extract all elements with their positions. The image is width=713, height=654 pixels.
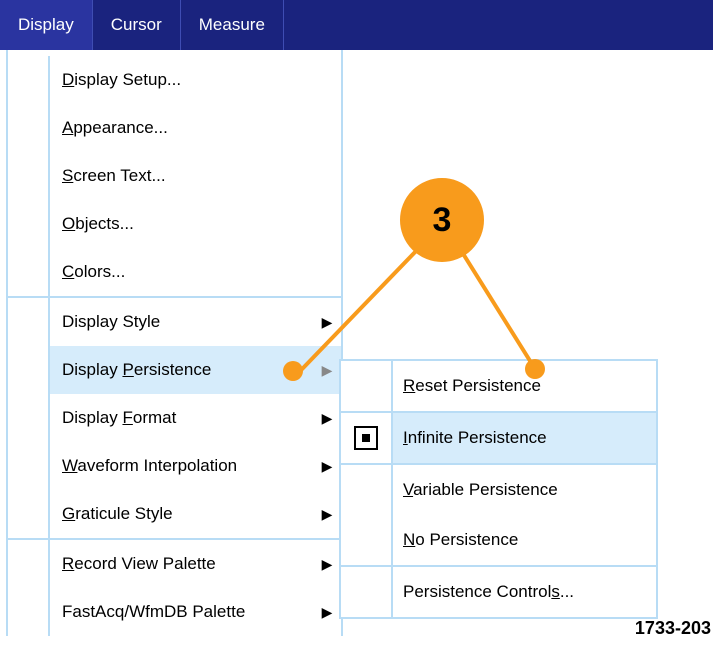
- menu-truncated: [284, 0, 320, 50]
- submenu-arrow-icon: ▶: [313, 410, 341, 427]
- menu-fastacq-palette[interactable]: FastAcq/WfmDB Palette▶: [8, 588, 341, 636]
- gutter: [8, 442, 50, 490]
- menu-item-label: Waveform Interpolation: [50, 456, 313, 476]
- menu-item-label: Objects...: [50, 214, 341, 234]
- menu-appearance[interactable]: Appearance...: [8, 104, 341, 152]
- callout-dot: [525, 359, 545, 379]
- submenu-infinite-persistence[interactable]: Infinite Persistence: [341, 413, 656, 463]
- menu-screen-text[interactable]: Screen Text...: [8, 152, 341, 200]
- submenu-variable-persistence[interactable]: Variable Persistence: [341, 465, 656, 515]
- gutter: [8, 346, 50, 394]
- gutter: [8, 490, 50, 538]
- submenu-item-label: No Persistence: [393, 515, 656, 565]
- menu-graticule-style[interactable]: Graticule Style▶: [8, 490, 341, 538]
- menu-measure-label: Measure: [199, 15, 265, 35]
- menu-measure[interactable]: Measure: [181, 0, 284, 50]
- menu-item-label: Display Format: [50, 408, 313, 428]
- menu-item-label: Appearance...: [50, 118, 341, 138]
- gutter: [341, 515, 393, 565]
- menu-item-label: FastAcq/WfmDB Palette: [50, 602, 313, 622]
- menu-item-label: Display Persistence: [50, 360, 313, 380]
- submenu-no-persistence[interactable]: No Persistence: [341, 515, 656, 565]
- menu-objects[interactable]: Objects...: [8, 200, 341, 248]
- submenu-arrow-icon: ▶: [313, 458, 341, 475]
- gutter: [8, 540, 50, 588]
- gutter: [8, 56, 50, 104]
- menu-item-label: Display Setup...: [50, 70, 341, 90]
- menu-item-label: Display Style: [50, 312, 313, 332]
- gutter: [8, 394, 50, 442]
- submenu-item-label: Persistence Controls...: [393, 567, 656, 617]
- callout-badge: 3: [400, 178, 484, 262]
- submenu-persistence-controls[interactable]: Persistence Controls...: [341, 567, 656, 617]
- submenu-arrow-icon: ▶: [313, 556, 341, 573]
- gutter: [341, 465, 393, 515]
- gutter: [341, 567, 393, 617]
- menu-item-label: Colors...: [50, 262, 341, 282]
- menu-waveform-interpolation[interactable]: Waveform Interpolation▶: [8, 442, 341, 490]
- gutter: [341, 361, 393, 411]
- gutter: [8, 152, 50, 200]
- menu-cursor[interactable]: Cursor: [93, 0, 181, 50]
- menu-item-label: Screen Text...: [50, 166, 341, 186]
- menu-display-style[interactable]: Display Style▶: [8, 298, 341, 346]
- menu-display-format[interactable]: Display Format▶: [8, 394, 341, 442]
- menu-record-view-palette[interactable]: Record View Palette▶: [8, 540, 341, 588]
- menu-display[interactable]: Display: [0, 0, 93, 50]
- submenu-arrow-icon: ▶: [313, 314, 341, 331]
- callout-line: [460, 251, 537, 370]
- submenu-item-label: Variable Persistence: [393, 465, 656, 515]
- gutter: [8, 248, 50, 296]
- reference-label: 1733-203: [635, 618, 711, 639]
- gutter: [8, 588, 50, 636]
- submenu-reset-persistence[interactable]: Reset Persistence: [341, 361, 656, 411]
- menu-cursor-label: Cursor: [111, 15, 162, 35]
- menu-display-label: Display: [18, 15, 74, 35]
- menu-colors[interactable]: Colors...: [8, 248, 341, 296]
- submenu-item-label: Infinite Persistence: [393, 413, 656, 463]
- gutter: [8, 104, 50, 152]
- callout-dot: [283, 361, 303, 381]
- gutter: [8, 298, 50, 346]
- submenu-arrow-icon: ▶: [313, 362, 341, 379]
- menu-item-label: Graticule Style: [50, 504, 313, 524]
- persistence-submenu: Reset Persistence Infinite Persistence V…: [339, 359, 658, 619]
- gutter: [341, 413, 393, 463]
- gutter: [8, 200, 50, 248]
- menu-item-label: Record View Palette: [50, 554, 313, 574]
- menu-display-setup[interactable]: Display Setup...: [8, 56, 341, 104]
- menubar: Display Cursor Measure: [0, 0, 713, 50]
- checkbox-icon: [354, 426, 378, 450]
- submenu-arrow-icon: ▶: [313, 506, 341, 523]
- submenu-arrow-icon: ▶: [313, 604, 341, 621]
- callout-number: 3: [433, 201, 452, 240]
- display-dropdown: Display Setup... Appearance... Screen Te…: [6, 50, 343, 636]
